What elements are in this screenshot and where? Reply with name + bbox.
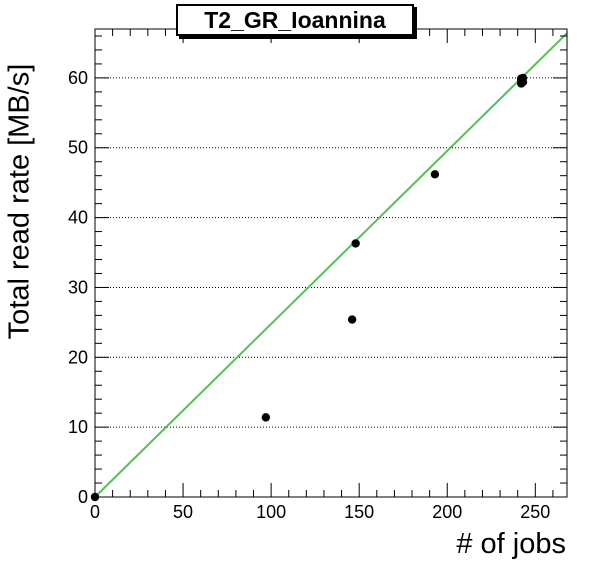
y-tick-labels: 0 10 20 30 40 50 60 xyxy=(68,68,88,507)
y-tick-label: 60 xyxy=(68,68,88,88)
grid-lines xyxy=(95,77,567,428)
chart-title-box: T2_GR_Ioannina xyxy=(176,4,414,36)
data-point xyxy=(261,413,271,422)
x-tick-label: 150 xyxy=(344,502,374,522)
data-point xyxy=(347,315,357,324)
y-tick-label: 40 xyxy=(68,208,88,228)
data-points xyxy=(90,73,528,502)
data-point xyxy=(518,77,528,87)
fit-line-group xyxy=(94,32,568,498)
x-tick-labels: 0 50 100 150 200 250 xyxy=(90,502,550,522)
y-tick-label: 20 xyxy=(68,347,88,367)
y-tick-label: 50 xyxy=(68,138,88,158)
y-tick-label: 0 xyxy=(78,487,88,507)
x-tick-label: 100 xyxy=(256,502,286,522)
y-axis-label: Total read rate [MB/s] xyxy=(3,63,36,340)
x-tick-label: 0 xyxy=(90,502,100,522)
x-tick-label: 50 xyxy=(173,502,193,522)
x-tick-label: 250 xyxy=(520,502,550,522)
fit-line xyxy=(94,32,568,498)
x-axis-label: # of jobs xyxy=(456,528,566,560)
y-tick-label: 30 xyxy=(68,277,88,297)
x-tick-label: 200 xyxy=(432,502,462,522)
chart-title: T2_GR_Ioannina xyxy=(204,6,386,33)
y-tick-label: 10 xyxy=(68,417,88,437)
axis-ticks xyxy=(94,29,567,498)
data-point xyxy=(351,239,360,248)
data-point xyxy=(430,170,440,179)
